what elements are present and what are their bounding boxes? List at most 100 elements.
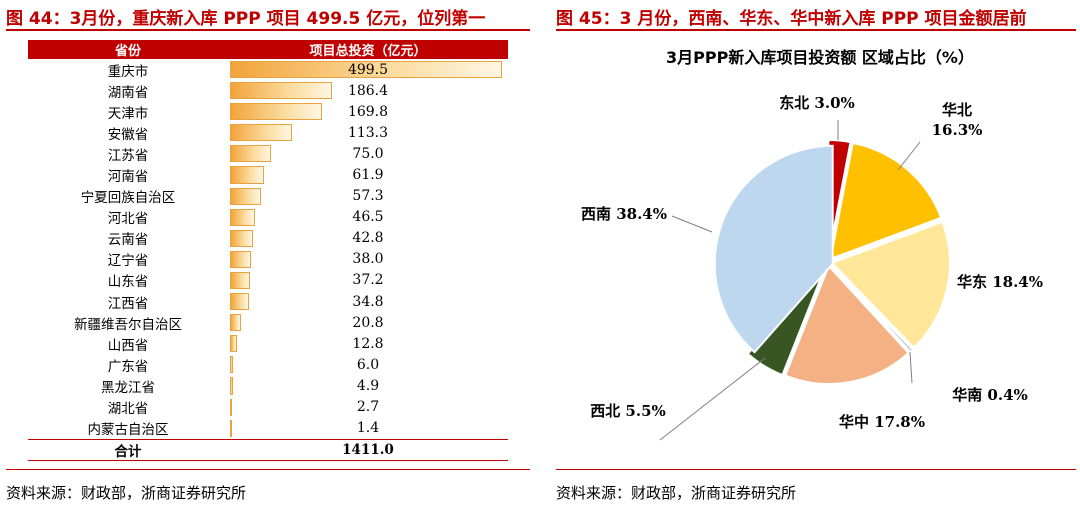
slice-label: 华北 16.3%: [932, 101, 983, 139]
province-label: 河北省: [107, 211, 149, 228]
right-bottom-rule: [556, 469, 1076, 470]
bar: [230, 82, 332, 100]
slice-label: 华东 18.4%: [957, 273, 1043, 291]
table-body: 重庆市 499.5 湖南省 186.4 天津市 169.8 安徽省 113.3 江苏省 75.0 河…: [28, 59, 508, 461]
bar: [230, 124, 292, 142]
bar: [230, 229, 254, 247]
slice-label: 华中 17.8%: [839, 413, 925, 431]
province-label: 山东省: [107, 274, 149, 291]
province-label: 辽宁省: [107, 253, 149, 270]
table-row: 天津市 169.8: [28, 101, 508, 122]
province-label: 黑龙江省: [101, 379, 155, 396]
table-row: 湖北省 2.7: [28, 397, 508, 418]
province-label: 山西省: [107, 337, 149, 354]
table-row: 广东省 6.0: [28, 354, 508, 375]
bar-cell: 34.8: [228, 291, 508, 312]
bar-cell: 20.8: [228, 312, 508, 333]
slice-label: 华南 0.4%: [952, 386, 1028, 404]
table-row: 河南省 61.9: [28, 164, 508, 185]
bar: [230, 208, 256, 226]
pie-slice-4: [830, 264, 915, 354]
table-row: 江苏省 75.0: [28, 143, 508, 164]
bar-value-label: 38.0: [352, 251, 384, 268]
bar-cell: 169.8: [228, 101, 508, 122]
bar-value-label: 169.8: [347, 103, 389, 120]
province-label: 重庆市: [107, 63, 149, 80]
investment-table: 省份 项目总投资（亿元） 重庆市 499.5 湖南省 186.4 天津市 169.8 安徽省…: [28, 40, 508, 461]
right-source-note: 资料来源：财政部，浙商证券研究所: [556, 484, 797, 502]
table-row: 河北省 46.5: [28, 207, 508, 228]
bar-value-label: 46.5: [352, 209, 384, 226]
province-label: 江西省: [107, 295, 149, 312]
province-label: 河南省: [107, 169, 149, 186]
bar: [230, 271, 251, 290]
bar-value-label: 4.9: [356, 377, 380, 394]
bar-value-label: 1.4: [356, 420, 380, 437]
bar-value-label: 42.8: [352, 230, 384, 247]
province-label: 安徽省: [107, 126, 149, 143]
pie-slice-2: [829, 141, 943, 261]
table-total-row: 合计 1411.0: [28, 438, 508, 461]
pie-slice-1: [827, 139, 852, 259]
bar-cell: 4.9: [228, 375, 508, 396]
table-row: 安徽省 113.3: [28, 122, 508, 143]
table-row: 湖南省 186.4: [28, 80, 508, 101]
province-label: 江苏省: [107, 147, 149, 164]
leader-line: [909, 351, 913, 384]
table-row: 山西省 12.8: [28, 333, 508, 354]
bar: [230, 314, 242, 332]
table-row: 重庆市 499.5: [28, 59, 508, 80]
bar: [230, 293, 249, 311]
table-row: 云南省 42.8: [28, 228, 508, 249]
bar: [230, 250, 251, 268]
province-label: 湖南省: [107, 84, 149, 101]
table-row: 黑龙江省 4.9: [28, 375, 508, 396]
left-bottom-rule: [6, 469, 530, 470]
bar-value-label: 12.8: [352, 335, 384, 352]
slice-label: 东北 3.0%: [779, 94, 855, 112]
bar-cell: 61.9: [228, 164, 508, 185]
bar-value-label: 6.0: [356, 356, 380, 373]
bar-cell: 1.4: [228, 418, 508, 440]
bar: [230, 166, 264, 184]
bar-cell: 6.0: [228, 354, 508, 375]
investment-header: 项目总投资（亿元）: [228, 40, 508, 59]
slice-label: 西北 5.5%: [590, 402, 666, 420]
pie-slice-7: [713, 144, 834, 354]
bar: [230, 419, 232, 437]
bar-cell: 186.4: [228, 80, 508, 101]
bar-value-label: 57.3: [352, 188, 384, 205]
bar-cell: 38.0: [228, 249, 508, 270]
bar: [230, 103, 323, 121]
bar-cell: 2.7: [228, 397, 508, 418]
bar-cell: 42.8: [228, 228, 508, 249]
pie-chart-title: 3月PPP新入库项目投资额 区域占比（%）: [666, 48, 974, 67]
total-label: 合计: [28, 438, 228, 461]
total-value: 1411.0: [228, 438, 508, 461]
bar-cell: 75.0: [228, 143, 508, 164]
province-label: 云南省: [107, 232, 149, 249]
table-row: 内蒙古自治区 1.4: [28, 418, 508, 440]
pie-slice-5: [783, 264, 910, 385]
province-label: 新疆维吾尔自治区: [74, 316, 182, 333]
bar-cell: 113.3: [228, 122, 508, 143]
bar: [230, 377, 233, 395]
bar: [230, 145, 271, 163]
bar-value-label: 34.8: [352, 293, 384, 310]
table-row: 辽宁省 38.0: [28, 249, 508, 270]
province-label: 内蒙古自治区: [87, 422, 169, 439]
leader-line: [659, 357, 766, 441]
table-row: 新疆维吾尔自治区 20.8: [28, 312, 508, 333]
pie-slice-3: [830, 220, 951, 350]
bar-cell: 12.8: [228, 333, 508, 354]
bar-cell: 37.2: [228, 270, 508, 291]
bar-cell: 57.3: [228, 186, 508, 207]
table-row: 宁夏回族自治区 57.3: [28, 186, 508, 207]
left-source-note: 资料来源：财政部，浙商证券研究所: [6, 484, 247, 502]
bar-value-label: 113.3: [347, 124, 389, 141]
right-figure-title: 图 45：3 月份，西南、华东、华中新入库 PPP 项目金额居前: [556, 9, 1027, 29]
table-row: 山东省 37.2: [28, 270, 508, 291]
bar-cell: 46.5: [228, 207, 508, 228]
province-label: 宁夏回族自治区: [80, 190, 176, 207]
